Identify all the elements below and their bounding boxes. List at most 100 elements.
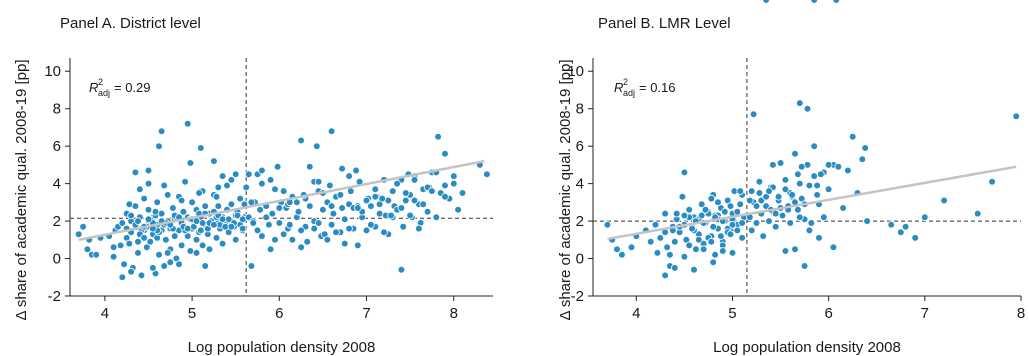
data-point xyxy=(197,144,205,152)
data-point xyxy=(367,202,375,210)
data-point xyxy=(618,251,626,259)
data-point xyxy=(393,179,401,188)
data-point xyxy=(813,181,821,190)
data-point xyxy=(397,204,406,212)
data-point xyxy=(140,234,148,242)
data-point xyxy=(388,187,397,195)
data-point xyxy=(134,217,142,225)
data-point xyxy=(410,176,419,184)
data-point xyxy=(752,219,761,227)
data-point xyxy=(314,219,323,227)
data-point xyxy=(738,219,746,227)
data-point xyxy=(749,110,758,119)
data-point xyxy=(227,200,236,209)
data-point xyxy=(326,181,334,190)
data-point xyxy=(717,232,725,240)
data-point xyxy=(401,196,410,205)
data-point xyxy=(353,241,362,250)
data-point xyxy=(653,249,662,257)
y-tick-label: 8 xyxy=(576,101,584,118)
fit-line xyxy=(607,165,1017,241)
data-point xyxy=(125,200,134,209)
data-point xyxy=(726,230,735,239)
data-point xyxy=(214,202,223,210)
data-point xyxy=(685,206,693,214)
data-point xyxy=(1012,112,1020,120)
data-point xyxy=(714,198,722,207)
data-point xyxy=(144,166,153,175)
data-point xyxy=(759,232,767,240)
data-point xyxy=(329,209,338,218)
y-axis-title: Δ share of academic qual. 2008-19 [pp] xyxy=(13,59,30,320)
data-point xyxy=(146,237,155,246)
data-point xyxy=(338,204,346,212)
data-point xyxy=(327,221,336,229)
data-point xyxy=(367,221,375,229)
x-axis-title: Log population density 2008 xyxy=(713,339,901,356)
data-point xyxy=(747,226,756,235)
y-tick-label: 2 xyxy=(576,213,584,230)
data-point xyxy=(728,221,737,229)
data-point xyxy=(824,185,833,194)
data-point xyxy=(738,234,746,242)
data-point xyxy=(297,243,305,252)
data-point xyxy=(795,179,804,188)
x-tick-label: 5 xyxy=(188,305,196,322)
data-point xyxy=(137,271,146,280)
data-point xyxy=(345,224,353,233)
data-point xyxy=(177,196,186,205)
data-point xyxy=(432,213,441,222)
data-point xyxy=(791,245,799,254)
data-point xyxy=(699,245,708,254)
x-tick-label: 4 xyxy=(101,305,109,322)
data-point xyxy=(183,119,192,128)
data-point xyxy=(134,249,142,257)
data-point xyxy=(733,226,742,235)
data-point xyxy=(406,211,414,220)
data-point xyxy=(352,166,360,175)
data-point xyxy=(441,181,449,190)
data-point xyxy=(736,200,744,209)
r2-subscript: adj xyxy=(623,88,635,98)
data-point xyxy=(292,198,301,207)
data-point xyxy=(765,187,773,195)
data-point xyxy=(162,236,170,244)
data-point xyxy=(362,196,371,205)
data-point xyxy=(266,176,275,184)
data-point xyxy=(79,222,87,231)
data-point xyxy=(805,181,814,190)
data-point xyxy=(231,170,240,179)
data-point xyxy=(160,181,169,190)
data-point xyxy=(861,144,869,152)
data-point xyxy=(441,192,449,201)
data-point xyxy=(256,206,264,214)
data-point xyxy=(807,219,816,227)
data-point xyxy=(192,249,201,257)
data-point xyxy=(327,202,336,210)
fit-line xyxy=(78,159,485,242)
data-point xyxy=(153,198,162,207)
data-point xyxy=(218,239,227,248)
r2-value: = 0.16 xyxy=(639,80,676,95)
data-point xyxy=(144,215,153,224)
x-tick-label: 8 xyxy=(450,305,458,322)
data-point xyxy=(303,237,312,246)
data-point xyxy=(458,189,467,197)
data-point xyxy=(810,142,818,151)
data-point xyxy=(109,252,118,261)
data-point xyxy=(771,222,780,231)
data-point xyxy=(273,163,282,171)
data-point xyxy=(661,271,669,280)
data-point xyxy=(803,104,812,113)
x-tick-label: 7 xyxy=(362,305,370,322)
x-tick-label: 8 xyxy=(1017,305,1025,322)
data-point xyxy=(661,209,669,218)
data-point xyxy=(410,196,419,205)
data-point xyxy=(210,157,218,165)
data-point xyxy=(116,241,125,250)
r2-symbol: R xyxy=(614,80,623,95)
data-point xyxy=(134,237,142,246)
data-point xyxy=(336,191,345,199)
